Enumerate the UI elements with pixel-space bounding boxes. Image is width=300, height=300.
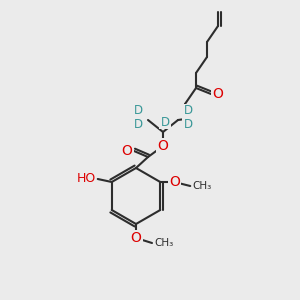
Text: O: O	[122, 144, 132, 158]
Text: O: O	[169, 175, 180, 189]
Text: CH₃: CH₃	[192, 181, 212, 191]
Text: D: D	[134, 104, 142, 118]
Text: O: O	[130, 231, 141, 245]
Text: D: D	[183, 118, 193, 130]
Text: CH₃: CH₃	[154, 238, 173, 248]
Text: D: D	[183, 104, 193, 118]
Text: HO: HO	[76, 172, 96, 185]
Text: O: O	[158, 139, 168, 153]
Text: O: O	[213, 87, 224, 101]
Text: D: D	[134, 118, 142, 130]
Text: D: D	[160, 116, 169, 128]
